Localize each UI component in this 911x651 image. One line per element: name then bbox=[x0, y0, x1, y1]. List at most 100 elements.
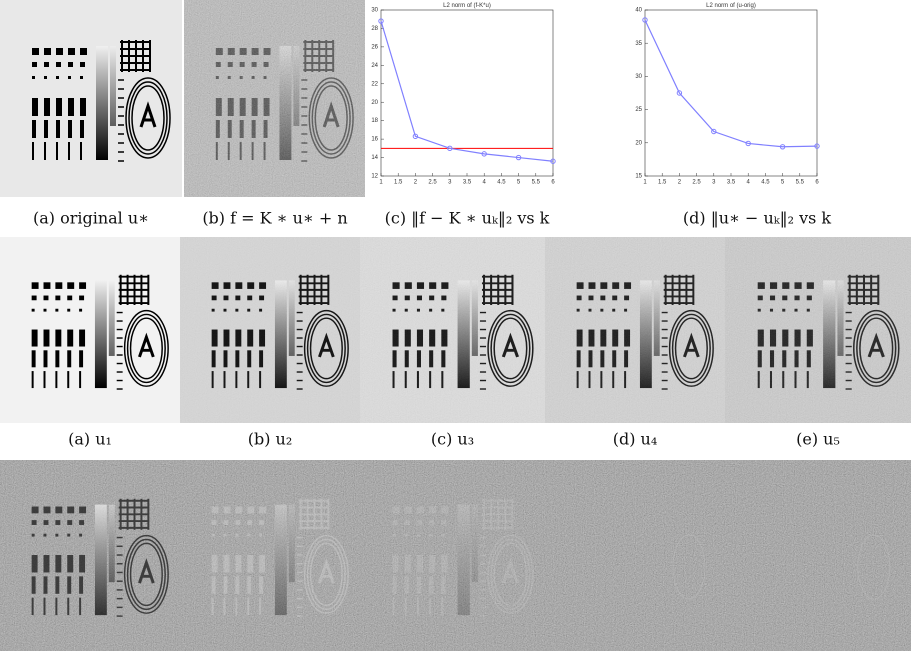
pattern-square bbox=[31, 533, 35, 537]
pattern-square bbox=[79, 295, 85, 301]
y-tick-label: 40 bbox=[635, 8, 642, 14]
chart-title: L2 norm of (u-orig) bbox=[706, 3, 756, 9]
gradient-bar bbox=[274, 504, 287, 616]
marker bbox=[745, 140, 751, 147]
pattern-bar bbox=[80, 142, 82, 160]
pattern-square bbox=[223, 506, 231, 514]
pattern-bar bbox=[55, 371, 58, 389]
marker bbox=[412, 133, 419, 140]
gradient-bar bbox=[94, 504, 107, 616]
gradient-bar bbox=[457, 504, 470, 616]
x-tick-label: 6 bbox=[815, 180, 819, 186]
image bbox=[360, 237, 545, 424]
pattern-square bbox=[416, 533, 420, 537]
y-tick-label: 30 bbox=[635, 74, 642, 80]
pattern-bar bbox=[79, 329, 86, 347]
y-tick-label: 14 bbox=[371, 155, 378, 161]
x-tick-label: 2 bbox=[414, 180, 418, 186]
pattern-bar bbox=[392, 576, 397, 594]
pattern-bar bbox=[67, 371, 70, 389]
pattern-bar bbox=[259, 576, 264, 594]
pattern-square bbox=[211, 506, 219, 514]
image bbox=[545, 237, 725, 424]
pattern-bar bbox=[79, 371, 82, 389]
pattern-square bbox=[235, 506, 243, 514]
pattern-bar bbox=[44, 120, 48, 138]
caption: (b) u₂ bbox=[248, 430, 293, 449]
test-pattern bbox=[32, 40, 171, 162]
pattern-square bbox=[43, 533, 47, 537]
pattern-square bbox=[259, 533, 263, 537]
pattern-bar bbox=[31, 329, 38, 347]
pattern-bar bbox=[392, 555, 399, 573]
pattern-bar bbox=[416, 597, 419, 616]
ellipse-pattern bbox=[306, 538, 346, 611]
pattern-bar bbox=[211, 597, 214, 616]
pattern-bar bbox=[31, 350, 36, 368]
caption: (e) u₅ bbox=[796, 430, 840, 449]
test-pattern bbox=[392, 498, 534, 617]
pattern-bar bbox=[31, 576, 36, 594]
pattern-bar bbox=[247, 555, 254, 573]
pattern-square bbox=[392, 506, 400, 514]
marker bbox=[814, 143, 820, 149]
pattern-bar bbox=[259, 597, 262, 616]
pattern-bar bbox=[79, 555, 86, 573]
pattern-square bbox=[44, 62, 49, 67]
plot-area bbox=[644, 9, 818, 177]
pattern-bar bbox=[67, 576, 72, 594]
error-image bbox=[725, 460, 911, 651]
pattern-square bbox=[416, 506, 425, 514]
pattern-square bbox=[55, 506, 63, 514]
x-tick-label: 4 bbox=[483, 180, 487, 186]
pattern-square bbox=[56, 48, 63, 55]
x-tick-label: 2.5 bbox=[692, 180, 701, 186]
pattern-bar bbox=[43, 555, 50, 573]
ellipse-pattern bbox=[126, 538, 166, 611]
image bbox=[211, 498, 349, 617]
pattern-square bbox=[429, 520, 435, 525]
pattern-square bbox=[441, 533, 445, 537]
y-tick-label: 30 bbox=[371, 8, 378, 14]
image bbox=[184, 0, 366, 197]
gradient-bar bbox=[94, 280, 107, 389]
error-noise bbox=[360, 460, 545, 651]
pattern-bar bbox=[67, 597, 70, 616]
marker bbox=[550, 158, 556, 164]
y-tick-label: 25 bbox=[635, 107, 642, 113]
pattern-square bbox=[68, 48, 75, 55]
marker bbox=[447, 145, 453, 152]
caption: (b) f = K ∗ u∗ + n bbox=[202, 209, 347, 228]
marker bbox=[515, 154, 522, 161]
image-noise bbox=[725, 237, 911, 424]
pattern-bar bbox=[32, 142, 34, 160]
letter-shape bbox=[138, 558, 155, 584]
x-tick-label: 1 bbox=[379, 180, 383, 186]
pattern-square bbox=[56, 62, 61, 67]
x-tick-label: 4.5 bbox=[761, 180, 770, 186]
pattern-square bbox=[31, 520, 37, 525]
gradient-bar-2 bbox=[288, 504, 295, 583]
pattern-bar bbox=[80, 98, 86, 116]
x-tick-label: 5.5 bbox=[532, 180, 541, 186]
pattern-square bbox=[43, 520, 49, 525]
error-image bbox=[545, 460, 725, 651]
gradient-bar-2 bbox=[108, 504, 115, 583]
pattern-bar bbox=[211, 555, 218, 573]
pattern-square bbox=[31, 282, 39, 289]
pattern-square bbox=[31, 308, 35, 312]
pattern-bar bbox=[223, 555, 230, 573]
y-tick-label: 28 bbox=[371, 26, 378, 32]
pattern-square bbox=[235, 533, 239, 537]
pattern-bar bbox=[80, 120, 84, 138]
pattern-square bbox=[80, 76, 83, 79]
pattern-bar bbox=[56, 120, 60, 138]
pattern-bar bbox=[223, 597, 226, 616]
pattern-bar bbox=[43, 597, 46, 616]
pattern-square bbox=[55, 308, 59, 312]
pattern-bar bbox=[32, 98, 38, 116]
pattern-bar bbox=[429, 576, 434, 594]
y-tick-label: 24 bbox=[371, 63, 378, 69]
ellipse-pattern bbox=[123, 309, 169, 387]
pattern-square bbox=[44, 76, 47, 79]
